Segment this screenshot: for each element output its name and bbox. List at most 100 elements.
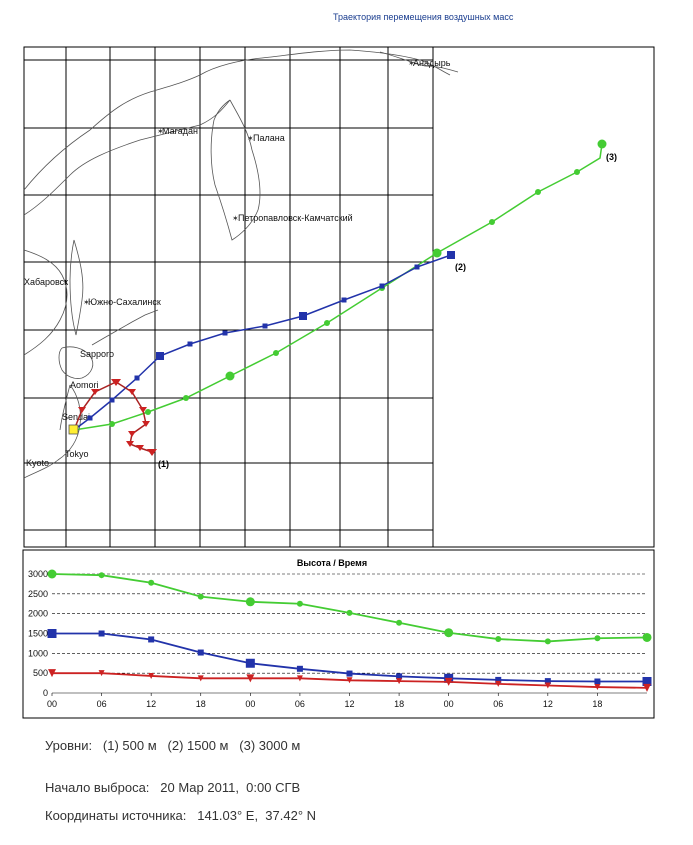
- x-tick-label: 18: [394, 699, 404, 709]
- data-point: [594, 635, 601, 642]
- x-tick-label: 18: [592, 699, 602, 709]
- data-point: [197, 649, 204, 656]
- y-tick-label: 1500: [28, 629, 48, 639]
- data-point: [495, 676, 502, 683]
- data-point: [296, 675, 303, 682]
- map-graticule: [24, 47, 434, 547]
- data-point: [544, 638, 551, 645]
- trajectory-3: (3): [73, 139, 617, 431]
- coastline-hokkaido: [58, 346, 94, 379]
- data-point: [396, 678, 403, 685]
- data-point: [544, 682, 551, 689]
- data-point: [98, 630, 105, 637]
- coastline-sakhalin: [69, 239, 84, 336]
- chart-title: Высота / Время: [297, 558, 367, 568]
- chart-frame: [22, 549, 655, 719]
- x-tick-label: 12: [344, 699, 354, 709]
- data-point: [47, 629, 57, 638]
- height-time-chart: Высота / Время 050010001500200025003000 …: [22, 549, 655, 719]
- city-label-sendai: Sendai: [62, 412, 90, 422]
- data-point: [495, 680, 502, 687]
- page-title: Траектория перемещения воздушных масс: [333, 12, 514, 22]
- data-point: [245, 597, 255, 607]
- data-point: [396, 619, 403, 626]
- data-point: [594, 684, 601, 691]
- x-tick-label: 00: [47, 699, 57, 709]
- city-label-tokyo: Tokyo: [65, 449, 89, 459]
- data-point: [148, 636, 155, 643]
- svg-text:✶: ✶: [247, 134, 254, 143]
- data-point: [246, 674, 255, 683]
- y-tick-label: 1000: [28, 648, 48, 658]
- source-coordinates: Координаты источника: 141.03° E, 37.42° …: [45, 808, 317, 823]
- x-tick-label: 06: [493, 699, 503, 709]
- source-marker: [68, 424, 79, 435]
- city-label-khabarovsk: Хабаровск: [24, 277, 68, 287]
- trajectory-1-label: (1): [158, 459, 169, 469]
- data-point: [98, 572, 105, 579]
- svg-text:✶: ✶: [83, 298, 90, 307]
- trajectory-1: (1): [73, 379, 169, 469]
- data-point: [98, 670, 105, 677]
- chart-y-ticks: 0 500 1000 1500 2000 2500 3000: [28, 569, 48, 698]
- data-point: [346, 670, 353, 677]
- coastline-honshu: [23, 384, 81, 479]
- trajectory-2: (2): [73, 251, 466, 431]
- y-tick-label: 500: [33, 668, 48, 678]
- y-tick-label: 0: [43, 688, 48, 698]
- chart-x-ticks: 00 06 12 18 00 06 12 18 00 06 12 18: [47, 693, 602, 709]
- trajectory-3-line: [73, 143, 603, 431]
- city-markers: ✶ ✶ ✶ ✶ ✶: [83, 59, 415, 307]
- data-point: [643, 683, 651, 692]
- data-point: [197, 675, 204, 682]
- data-point: [495, 636, 502, 643]
- x-tick-label: 06: [295, 699, 305, 709]
- y-tick-label: 2500: [28, 589, 48, 599]
- city-label-magadan: Магадан: [162, 126, 198, 136]
- city-label-anadyr: Анадырь: [413, 58, 451, 68]
- x-tick-label: 18: [196, 699, 206, 709]
- series-2: [48, 669, 651, 692]
- trajectory-2-label: (2): [455, 262, 466, 272]
- coastline-kamchatka: [210, 99, 261, 241]
- data-point: [396, 673, 403, 680]
- series-0: [47, 569, 652, 645]
- data-point: [444, 677, 453, 686]
- city-labels: Анадырь Магадан Палана Петропавловск-Кам…: [24, 58, 451, 468]
- coastline-kurils: [91, 309, 159, 346]
- coastline-primorye: [23, 249, 68, 356]
- coastline-siberia: [23, 49, 451, 191]
- coastline-chukotka: [379, 51, 459, 73]
- coastline-okhotsk: [23, 99, 231, 216]
- y-tick-label: 3000: [28, 569, 48, 579]
- data-point: [148, 672, 155, 679]
- trajectory-map: Анадырь Магадан Палана Петропавловск-Кам…: [23, 46, 655, 548]
- x-tick-label: 12: [146, 699, 156, 709]
- data-point: [245, 658, 255, 668]
- data-point: [642, 676, 652, 686]
- city-label-petropavlovsk: Петропавловск-Камчатский: [238, 213, 353, 223]
- levels-legend: Уровни: (1) 500 м (2) 1500 м (3) 3000 м: [45, 738, 301, 753]
- x-tick-label: 00: [444, 699, 454, 709]
- trajectory-3-label: (3): [606, 152, 617, 162]
- x-tick-label: 12: [543, 699, 553, 709]
- release-start: Начало выброса: 20 Мар 2011, 0:00 СГВ: [45, 780, 301, 795]
- city-label-aomori: Aomori: [70, 380, 99, 390]
- data-point: [148, 579, 155, 586]
- chart-series: [47, 569, 652, 692]
- svg-text:✶: ✶: [408, 59, 415, 68]
- coastlines: [23, 49, 459, 479]
- data-point: [296, 600, 303, 607]
- svg-text:✶: ✶: [157, 127, 164, 136]
- data-point: [544, 678, 551, 685]
- data-point: [594, 678, 601, 685]
- x-tick-label: 00: [245, 699, 255, 709]
- data-point: [197, 593, 204, 600]
- y-tick-label: 2000: [28, 609, 48, 619]
- svg-text:✶: ✶: [232, 214, 239, 223]
- data-point: [296, 665, 303, 672]
- data-point: [47, 569, 57, 579]
- city-label-sapporo: Sapporo: [80, 349, 114, 359]
- x-tick-label: 06: [97, 699, 107, 709]
- data-point: [48, 669, 56, 678]
